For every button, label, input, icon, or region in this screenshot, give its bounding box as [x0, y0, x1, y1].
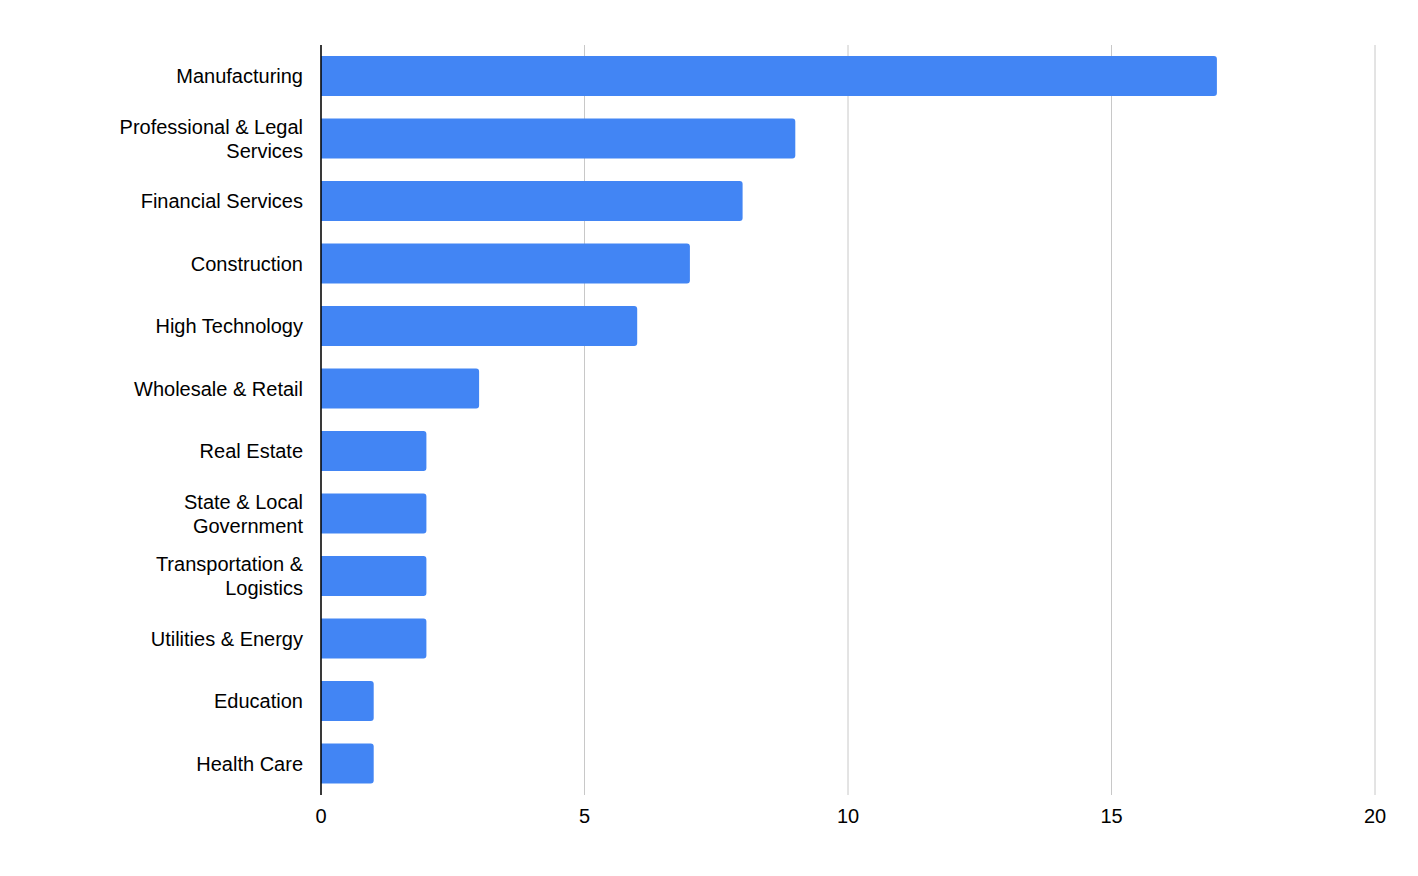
svg-text:Education: Education	[214, 690, 303, 712]
svg-text:20: 20	[1364, 805, 1386, 827]
svg-text:Transportation &Logistics: Transportation &Logistics	[156, 553, 304, 599]
svg-text:5: 5	[579, 805, 590, 827]
svg-text:Construction: Construction	[191, 253, 303, 275]
svg-text:Manufacturing: Manufacturing	[176, 65, 303, 87]
svg-text:Real Estate: Real Estate	[200, 440, 303, 462]
svg-text:15: 15	[1100, 805, 1122, 827]
svg-text:Financial Services: Financial Services	[141, 190, 303, 212]
svg-text:High Technology: High Technology	[155, 315, 303, 337]
svg-text:Professional & LegalServices: Professional & LegalServices	[120, 116, 303, 162]
svg-text:10: 10	[837, 805, 859, 827]
svg-text:State & LocalGovernment: State & LocalGovernment	[184, 491, 303, 537]
svg-text:Health Care: Health Care	[196, 753, 303, 775]
svg-text:0: 0	[315, 805, 326, 827]
svg-text:Utilities & Energy: Utilities & Energy	[151, 628, 303, 650]
svg-text:Wholesale & Retail: Wholesale & Retail	[134, 378, 303, 400]
